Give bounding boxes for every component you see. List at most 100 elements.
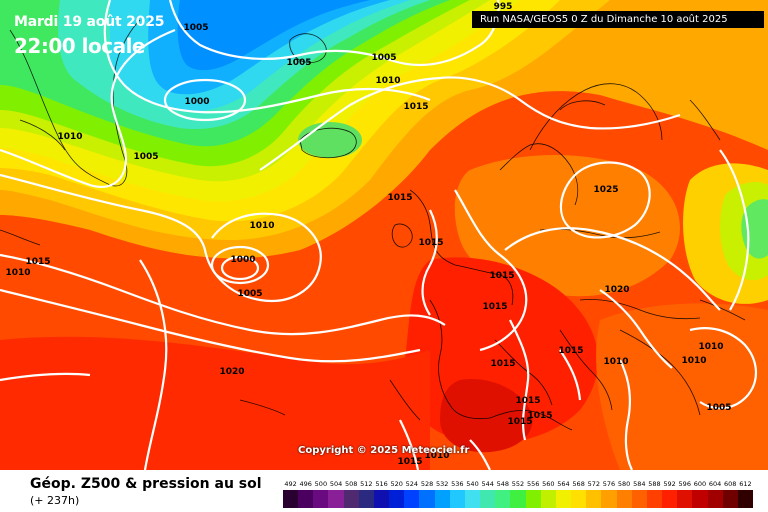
isobar-label: 995 xyxy=(494,2,513,12)
model-run-label: Run NASA/GEOS5 0 Z du Dimanche 10 août 2… xyxy=(472,11,764,28)
color-swatch xyxy=(631,490,648,508)
color-swatch xyxy=(313,490,329,508)
color-scale-label: 520 xyxy=(390,480,403,488)
color-swatch xyxy=(707,490,724,508)
color-swatch xyxy=(283,490,299,508)
isobar-label: 1015 xyxy=(418,238,443,248)
isobar-label: 1015 xyxy=(490,359,515,369)
color-swatch xyxy=(404,490,420,508)
isobar-label: 1015 xyxy=(507,417,532,427)
isobar-label: 1000 xyxy=(184,97,209,107)
isobars xyxy=(0,0,757,470)
color-swatch xyxy=(555,490,572,508)
color-scale-label: 592 xyxy=(663,480,676,488)
color-scale-label: 524 xyxy=(405,480,419,488)
forecast-date: Mardi 19 août 2025 xyxy=(14,14,165,30)
color-swatch xyxy=(616,490,633,508)
isobar-label: 1015 xyxy=(397,457,422,467)
isobar-label: 1005 xyxy=(286,58,311,68)
isobar-label: 1015 xyxy=(25,257,50,267)
isobar-label: 1010 xyxy=(603,357,628,367)
color-scale-label: 612 xyxy=(739,480,752,488)
color-scale-label: 600 xyxy=(693,480,707,488)
color-swatch xyxy=(434,490,451,508)
color-swatch xyxy=(510,490,527,508)
isobar-label: 1005 xyxy=(133,152,158,162)
color-scale-label: 496 xyxy=(299,480,312,488)
color-scale-label: 504 xyxy=(329,480,343,488)
color-scale-label: 536 xyxy=(451,480,464,488)
isobar-label: 1015 xyxy=(403,102,428,112)
color-scale-label: 584 xyxy=(633,480,646,488)
color-scale-label: 508 xyxy=(345,480,358,488)
color-scale-label: 572 xyxy=(587,480,600,488)
color-swatch xyxy=(662,490,678,508)
color-scale-label: 512 xyxy=(360,480,373,488)
color-swatch xyxy=(646,490,663,508)
color-scale-label: 540 xyxy=(466,480,479,488)
isobar-label: 1010 xyxy=(698,342,723,352)
chart-title: Géop. Z500 & pression au sol xyxy=(30,476,262,492)
color-scale-label: 568 xyxy=(572,480,585,488)
isobar-label: 1010 xyxy=(681,356,706,366)
color-scale-label: 492 xyxy=(284,480,297,488)
color-scale-label: 560 xyxy=(542,480,555,488)
color-scale-label: 596 xyxy=(678,480,691,488)
color-swatch xyxy=(298,490,314,508)
color-swatch xyxy=(419,490,436,508)
isobar-label: 1015 xyxy=(515,396,540,406)
color-swatch xyxy=(495,490,511,508)
color-swatch xyxy=(449,490,466,508)
color-swatch xyxy=(737,490,754,508)
forecast-map: 995 1005 1005 1005 1010 1000 1015 1010 1… xyxy=(0,0,768,470)
forecast-lead-time: (+ 237h) xyxy=(30,494,80,507)
color-scale-label: 528 xyxy=(420,480,434,488)
geopotential-fields xyxy=(0,0,768,470)
color-scale-label: 532 xyxy=(435,480,449,488)
color-scale-label: 556 xyxy=(526,480,540,488)
color-scale-label: 588 xyxy=(648,480,661,488)
color-scale-bar xyxy=(283,490,754,508)
color-swatch xyxy=(328,490,345,508)
isobar-label: 1000 xyxy=(230,255,255,265)
isobar-label: 1015 xyxy=(489,271,514,281)
isobar-label: 1005 xyxy=(371,53,396,63)
isobar-label: 1005 xyxy=(237,289,262,299)
color-swatch xyxy=(571,490,587,508)
forecast-time: 22:00 locale xyxy=(14,34,146,58)
color-scale-label: 552 xyxy=(511,480,525,488)
color-swatch xyxy=(525,490,542,508)
color-scale-label: 580 xyxy=(617,480,631,488)
color-swatch xyxy=(373,490,390,508)
color-swatch xyxy=(389,490,405,508)
coastlines xyxy=(0,19,746,431)
map-graphic: 995 1005 1005 1005 1010 1000 1015 1010 1… xyxy=(0,0,768,470)
color-scale-label: 516 xyxy=(375,480,388,488)
copyright-notice: Copyright © 2025 Meteociel.fr xyxy=(298,445,470,456)
isobar-label: 1005 xyxy=(183,23,208,33)
color-scale-label: 608 xyxy=(724,480,737,488)
isobar-labels: 995 1005 1005 1005 1010 1000 1015 1010 1… xyxy=(5,2,731,467)
color-swatch xyxy=(601,490,618,508)
isobar-label: 1005 xyxy=(706,403,731,413)
color-swatch xyxy=(586,490,602,508)
isobar-label: 1015 xyxy=(482,302,507,312)
color-scale-label: 576 xyxy=(602,480,616,488)
isobar-label: 1020 xyxy=(219,367,244,377)
color-scale-label: 500 xyxy=(314,480,328,488)
color-swatch xyxy=(677,490,693,508)
isobar-label: 1010 xyxy=(57,132,82,142)
isobar-label: 1015 xyxy=(527,411,552,421)
color-scale-label: 604 xyxy=(708,480,722,488)
color-scale-labels: 492 496 500 504 508 512 516 520 524 528 532 536 540 5… xyxy=(283,480,753,490)
isobar-label: 1015 xyxy=(387,193,412,203)
color-scale-label: 564 xyxy=(557,480,570,488)
isobar-label: 1010 xyxy=(5,268,30,278)
color-swatch xyxy=(343,490,360,508)
color-swatch xyxy=(692,490,708,508)
isobar-label: 1015 xyxy=(558,346,583,356)
color-scale-label: 548 xyxy=(496,480,510,488)
isobar-label: 1010 xyxy=(375,76,400,86)
color-swatch xyxy=(480,490,496,508)
